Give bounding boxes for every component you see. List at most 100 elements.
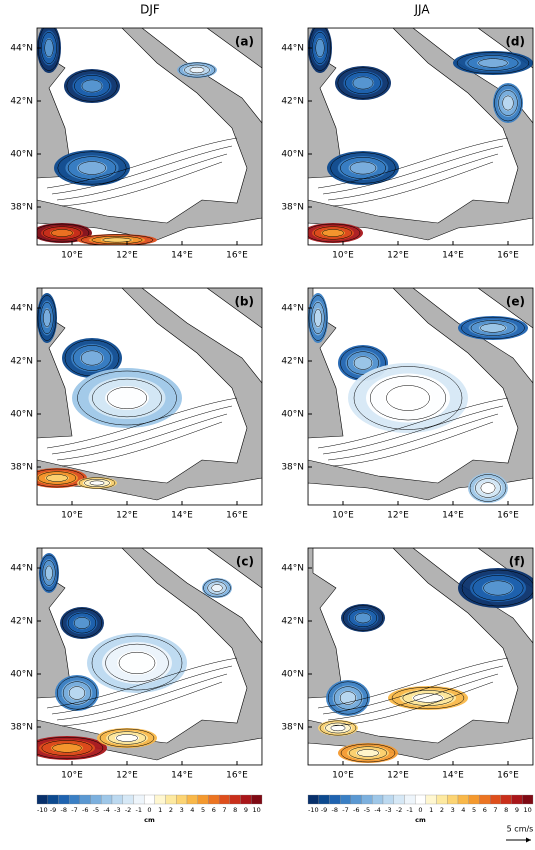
colorbar-tick-label: 8 bbox=[504, 806, 508, 814]
colorbar-cell bbox=[143, 794, 156, 805]
eddy bbox=[68, 685, 86, 701]
eddy bbox=[105, 386, 149, 410]
lon-label: 12°E bbox=[116, 771, 138, 781]
streamline bbox=[330, 152, 396, 184]
colorbar-cell bbox=[318, 794, 330, 805]
streamline bbox=[317, 397, 509, 449]
colorbar-tick-label: 2 bbox=[169, 806, 173, 814]
eddy bbox=[477, 58, 509, 68]
streamline bbox=[386, 385, 430, 411]
eddy bbox=[339, 690, 357, 706]
lat-label: 44°N bbox=[281, 564, 304, 574]
eddy bbox=[189, 66, 205, 74]
colorbar-tick-label: 5 bbox=[201, 806, 205, 814]
colorbar-cell bbox=[307, 794, 319, 805]
map-body bbox=[308, 28, 533, 245]
frame bbox=[36, 287, 263, 506]
streamline bbox=[470, 320, 516, 336]
streamline bbox=[78, 161, 106, 175]
lat-label: 44°N bbox=[10, 564, 33, 574]
streamline bbox=[106, 386, 148, 410]
streamline bbox=[184, 64, 210, 76]
streamline bbox=[92, 378, 162, 418]
streamline bbox=[102, 237, 132, 243]
lon-label: 16°E bbox=[226, 251, 248, 261]
streamline bbox=[322, 145, 504, 195]
lon-label: 14°E bbox=[171, 251, 193, 261]
streamline bbox=[37, 468, 85, 488]
streamline bbox=[311, 302, 325, 334]
streamline bbox=[50, 229, 74, 237]
colorbar-cell bbox=[339, 794, 352, 805]
lat-label: 42°N bbox=[10, 617, 33, 627]
panel-label: (c) bbox=[236, 555, 254, 569]
streamline bbox=[67, 156, 117, 180]
lon-label: 10°E bbox=[61, 771, 83, 781]
streamline bbox=[207, 581, 227, 595]
colorbar-cell bbox=[500, 794, 512, 805]
panel-label: (e) bbox=[506, 295, 525, 309]
colorbar-tick-label: -4 bbox=[374, 806, 380, 814]
lat-label: 42°N bbox=[10, 97, 33, 107]
streamline bbox=[327, 673, 499, 721]
streamline bbox=[56, 413, 228, 461]
colorbar-tick-label: 7 bbox=[222, 806, 226, 814]
streamline bbox=[45, 565, 53, 581]
eddy bbox=[51, 743, 83, 753]
map-body bbox=[37, 548, 262, 765]
colorbar-tick-label: 4 bbox=[461, 806, 465, 814]
streamline bbox=[314, 308, 322, 328]
frame bbox=[36, 547, 263, 766]
streamline bbox=[478, 58, 508, 68]
lon-label: 16°E bbox=[497, 771, 519, 781]
streamline bbox=[391, 686, 465, 710]
frame bbox=[36, 27, 263, 246]
map-panel: (e) 44°N 42°N 40°N 38°N 10°E 12°E 14°E 16°E bbox=[281, 287, 534, 521]
sea bbox=[141, 548, 262, 644]
map-body bbox=[308, 288, 533, 505]
lon-label: 14°E bbox=[442, 251, 464, 261]
colorbar-tick-label: 4 bbox=[190, 806, 194, 814]
lon-label: 12°E bbox=[116, 511, 138, 521]
eddy bbox=[80, 79, 104, 93]
lat-label: 38°N bbox=[10, 723, 33, 733]
colorbar-cell bbox=[240, 794, 252, 805]
column-title: DJF bbox=[140, 3, 160, 17]
colorbar-tick-label: 10 bbox=[253, 806, 261, 814]
streamline bbox=[51, 665, 233, 715]
colorbar-cell bbox=[218, 794, 231, 805]
lat-label: 40°N bbox=[10, 150, 33, 160]
streamline bbox=[44, 38, 54, 58]
streamline bbox=[332, 421, 494, 467]
colorbar-cell bbox=[208, 794, 220, 805]
eddy bbox=[315, 38, 325, 58]
sea bbox=[308, 217, 533, 245]
lon-label: 12°E bbox=[387, 511, 409, 521]
eddy bbox=[314, 308, 322, 328]
streamline bbox=[61, 161, 223, 207]
streamline bbox=[43, 308, 51, 328]
streamline bbox=[66, 70, 118, 102]
streamline bbox=[467, 55, 519, 71]
streamline bbox=[475, 478, 501, 498]
colorbar-cell bbox=[479, 794, 491, 805]
streamline bbox=[502, 95, 514, 111]
eddy bbox=[353, 355, 373, 371]
lat-label: 38°N bbox=[281, 723, 304, 733]
streamline bbox=[56, 676, 98, 710]
streamline bbox=[339, 691, 357, 705]
lat-label: 38°N bbox=[281, 463, 304, 473]
streamline bbox=[46, 657, 238, 709]
streamline bbox=[330, 724, 346, 732]
eddy bbox=[356, 749, 380, 757]
streamline bbox=[189, 66, 205, 74]
colorbar-tick-label: -10 bbox=[308, 806, 319, 814]
streamline bbox=[494, 84, 522, 122]
eddy bbox=[73, 616, 91, 630]
colorbar-cell bbox=[79, 794, 91, 805]
streamline bbox=[322, 405, 504, 455]
colorbar-unit: cm bbox=[415, 816, 426, 824]
streamline bbox=[91, 235, 143, 245]
colorbar-tick-label: 0 bbox=[147, 806, 151, 814]
streamline bbox=[84, 478, 110, 488]
